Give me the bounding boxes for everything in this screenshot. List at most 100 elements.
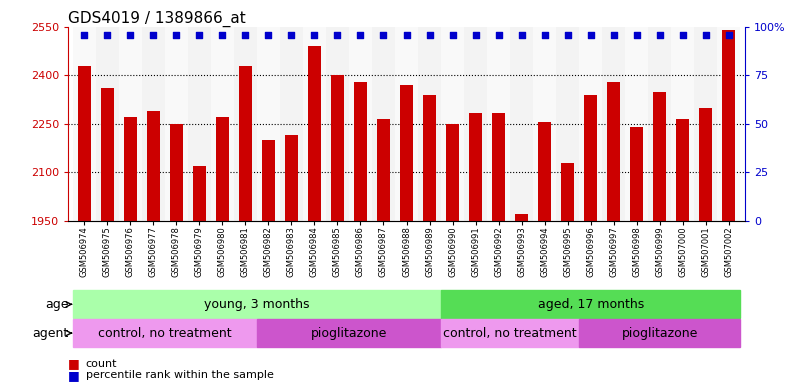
Bar (187, 27, 211, 221)
Bar (73, 319, 257, 347)
Bar (165, 27, 187, 221)
Point (285, 31, 298, 38)
Point (400, 31, 413, 38)
Point (239, 31, 252, 38)
Bar (257, 27, 280, 221)
Point (331, 31, 344, 38)
Bar (699, 108, 712, 221)
Bar (234, 27, 257, 221)
Bar (562, 162, 574, 221)
Bar (395, 27, 418, 221)
Bar (95, 27, 119, 221)
Bar (119, 27, 142, 221)
Point (607, 31, 620, 38)
Bar (142, 27, 165, 221)
Bar (262, 140, 275, 221)
Bar (510, 27, 533, 221)
Bar (303, 27, 326, 221)
Point (515, 31, 528, 38)
Point (308, 31, 321, 38)
Point (699, 31, 712, 38)
Bar (170, 124, 183, 221)
Point (562, 31, 574, 38)
Bar (676, 119, 689, 221)
Bar (630, 127, 643, 221)
Bar (694, 27, 718, 221)
Bar (671, 27, 694, 221)
Bar (493, 113, 505, 221)
Bar (607, 82, 620, 221)
Point (723, 31, 735, 38)
Bar (579, 27, 602, 221)
Bar (487, 27, 510, 221)
Bar (377, 119, 390, 221)
Bar (101, 88, 114, 221)
Bar (124, 118, 137, 221)
Point (446, 31, 459, 38)
Bar (533, 27, 556, 221)
Text: count: count (86, 359, 117, 369)
Text: age: age (45, 298, 71, 311)
Point (676, 31, 689, 38)
Text: control, no treatment: control, no treatment (98, 327, 231, 339)
Point (124, 31, 137, 38)
Bar (73, 27, 95, 221)
Bar (372, 27, 395, 221)
Point (78, 31, 91, 38)
Bar (308, 46, 320, 221)
Bar (579, 319, 740, 347)
Bar (147, 111, 159, 221)
Bar (331, 75, 344, 221)
Bar (285, 135, 298, 221)
Bar (602, 27, 626, 221)
Bar (446, 124, 459, 221)
Text: aged, 17 months: aged, 17 months (537, 298, 644, 311)
Text: pioglitazone: pioglitazone (311, 327, 387, 339)
Text: ■: ■ (68, 369, 80, 382)
Point (423, 31, 436, 38)
Bar (718, 27, 740, 221)
Point (216, 31, 229, 38)
Bar (441, 27, 464, 221)
Bar (515, 214, 528, 221)
Bar (354, 82, 367, 221)
Text: agent: agent (32, 327, 71, 339)
Point (492, 31, 505, 38)
Bar (400, 85, 413, 221)
Bar (648, 27, 671, 221)
Text: GDS4019 / 1389866_at: GDS4019 / 1389866_at (68, 11, 246, 27)
Point (101, 31, 114, 38)
Bar (441, 291, 740, 318)
Point (147, 31, 159, 38)
Point (584, 31, 597, 38)
Point (654, 31, 666, 38)
Bar (326, 27, 349, 221)
Bar (469, 113, 482, 221)
Bar (441, 319, 579, 347)
Point (377, 31, 390, 38)
Point (170, 31, 183, 38)
Bar (538, 122, 551, 221)
Point (354, 31, 367, 38)
Point (538, 31, 551, 38)
Point (193, 31, 206, 38)
Bar (216, 118, 228, 221)
Text: young, 3 months: young, 3 months (204, 298, 310, 311)
Text: pioglitazone: pioglitazone (622, 327, 698, 339)
Text: control, no treatment: control, no treatment (443, 327, 577, 339)
Bar (73, 291, 441, 318)
Bar (280, 27, 303, 221)
Bar (257, 319, 441, 347)
Text: ■: ■ (68, 357, 80, 370)
Bar (654, 91, 666, 221)
Bar (464, 27, 487, 221)
Bar (723, 30, 735, 221)
Bar (418, 27, 441, 221)
Bar (349, 27, 372, 221)
Bar (211, 27, 234, 221)
Bar (556, 27, 579, 221)
Bar (423, 95, 436, 221)
Point (630, 31, 643, 38)
Text: percentile rank within the sample: percentile rank within the sample (86, 370, 274, 380)
Bar (78, 66, 91, 221)
